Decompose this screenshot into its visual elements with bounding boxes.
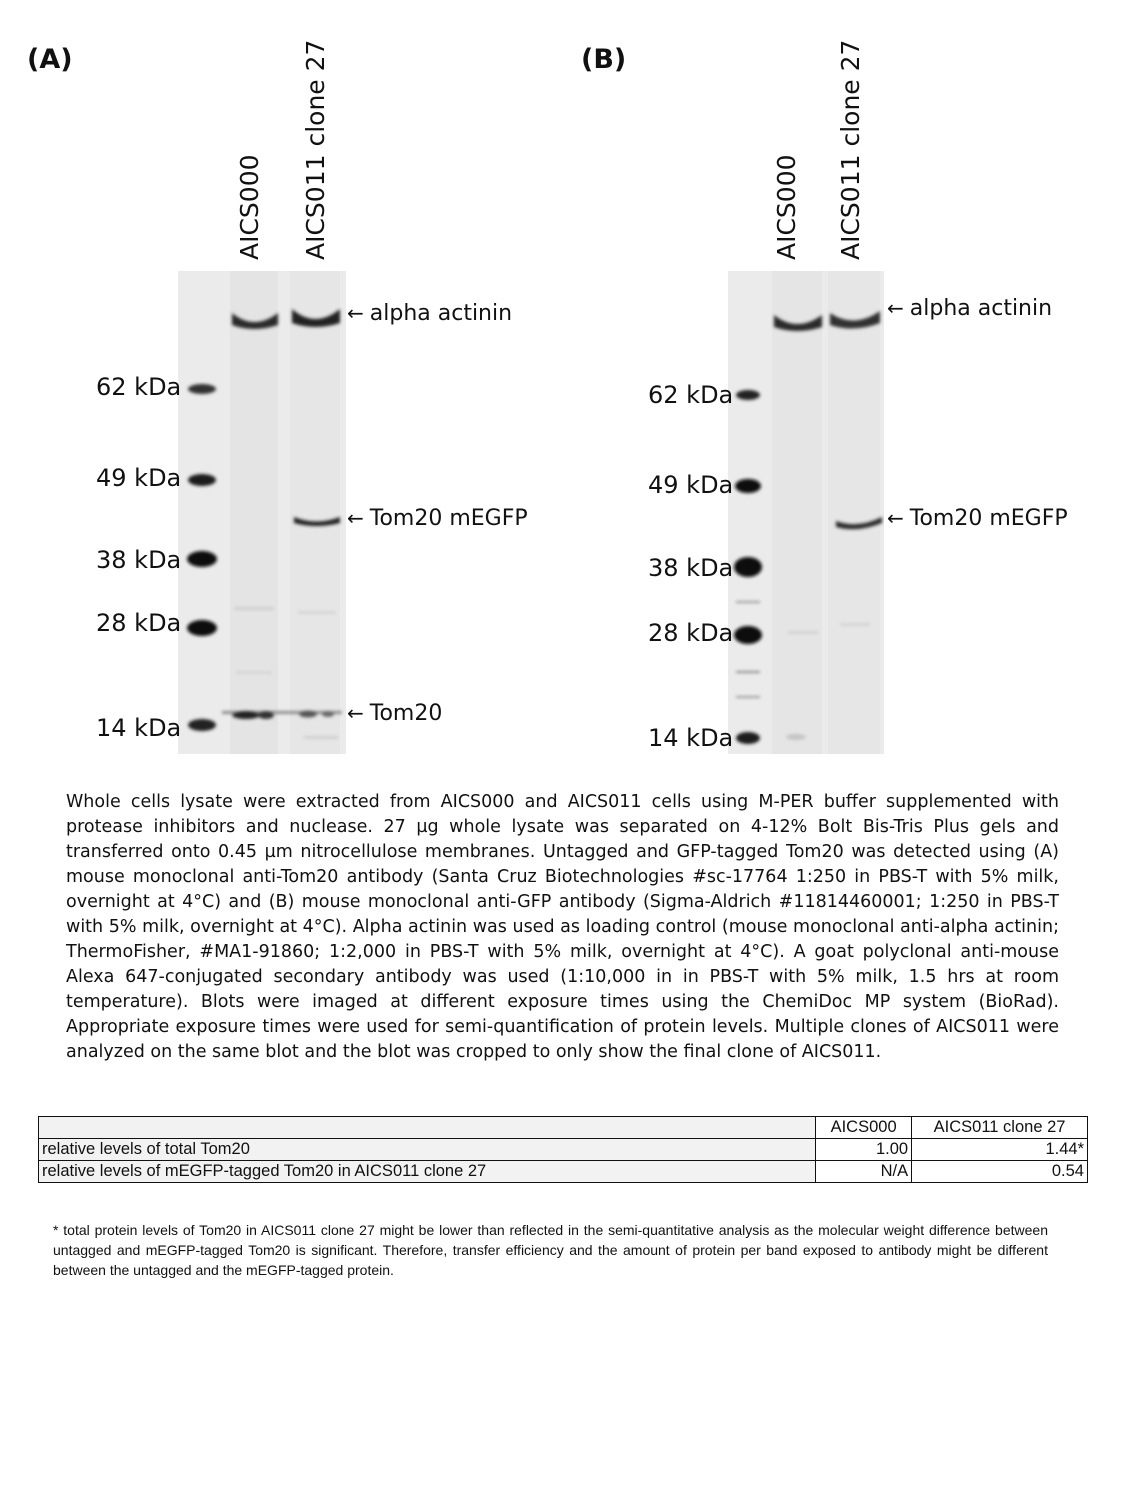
table-row: relative levels of mEGFP-tagged Tom20 in… <box>37 1160 1088 1183</box>
panel-b-band-alpha-actinin: ← alpha actinin <box>887 296 1053 321</box>
table-cell: N/A <box>815 1160 913 1183</box>
panel-a-label: (A) <box>27 44 73 75</box>
table-cell: 1.00 <box>815 1138 913 1161</box>
panel-b-band-tom20-megfp: ← Tom20 mEGFP <box>887 506 1068 531</box>
panel-a-marker-49: 49 kDa <box>96 464 182 492</box>
left-arrow-icon: ← <box>347 701 364 725</box>
table-footnote: * total protein levels of Tom20 in AICS0… <box>53 1222 1048 1278</box>
left-arrow-icon: ← <box>887 506 904 530</box>
table-cell: 1.44* <box>911 1138 1088 1161</box>
left-arrow-icon: ← <box>347 301 364 325</box>
panel-a-lane-aics011: AICS011 clone 27 <box>301 39 330 260</box>
panel-a-band-tom20: ← Tom20 <box>347 701 443 726</box>
panel-b-blot-image <box>728 271 884 754</box>
left-arrow-icon: ← <box>347 506 364 530</box>
table-header-cell: AICS000 <box>815 1116 913 1139</box>
figure-caption: Whole cells lysate were extracted from A… <box>66 792 1059 1062</box>
panel-b-lane-aics000: AICS000 <box>772 154 801 260</box>
panel-a-blot-image <box>178 271 346 754</box>
relative-levels-table: AICS000 AICS011 clone 27 relative levels… <box>37 1116 1088 1183</box>
panel-b-lane-aics011: AICS011 clone 27 <box>836 39 865 260</box>
panel-a-band-alpha-actinin: ← alpha actinin <box>347 301 513 326</box>
table-header-row: AICS000 AICS011 clone 27 <box>37 1116 1088 1139</box>
panel-a-marker-38: 38 kDa <box>96 546 182 574</box>
table-header-cell: AICS011 clone 27 <box>911 1116 1088 1139</box>
panel-b-marker-14: 14 kDa <box>648 724 734 752</box>
panel-b-marker-49: 49 kDa <box>648 471 734 499</box>
table-cell: relative levels of total Tom20 <box>37 1138 817 1161</box>
panel-a-band-tom20-megfp: ← Tom20 mEGFP <box>347 506 528 531</box>
panel-a-marker-14: 14 kDa <box>96 714 182 742</box>
table-header-cell <box>37 1116 817 1139</box>
panel-a-lane-aics000: AICS000 <box>235 154 264 260</box>
panel-b-label: (B) <box>581 44 627 75</box>
left-arrow-icon: ← <box>887 296 904 320</box>
table-cell: 0.54 <box>911 1160 1088 1183</box>
table-cell: relative levels of mEGFP-tagged Tom20 in… <box>37 1160 817 1183</box>
panel-b-marker-38: 38 kDa <box>648 554 734 582</box>
table-row: relative levels of total Tom20 1.00 1.44… <box>37 1138 1088 1161</box>
panel-b-marker-28: 28 kDa <box>648 619 734 647</box>
panel-a-marker-62: 62 kDa <box>96 373 182 401</box>
panel-b-marker-62: 62 kDa <box>648 381 734 409</box>
panel-a-marker-28: 28 kDa <box>96 609 182 637</box>
